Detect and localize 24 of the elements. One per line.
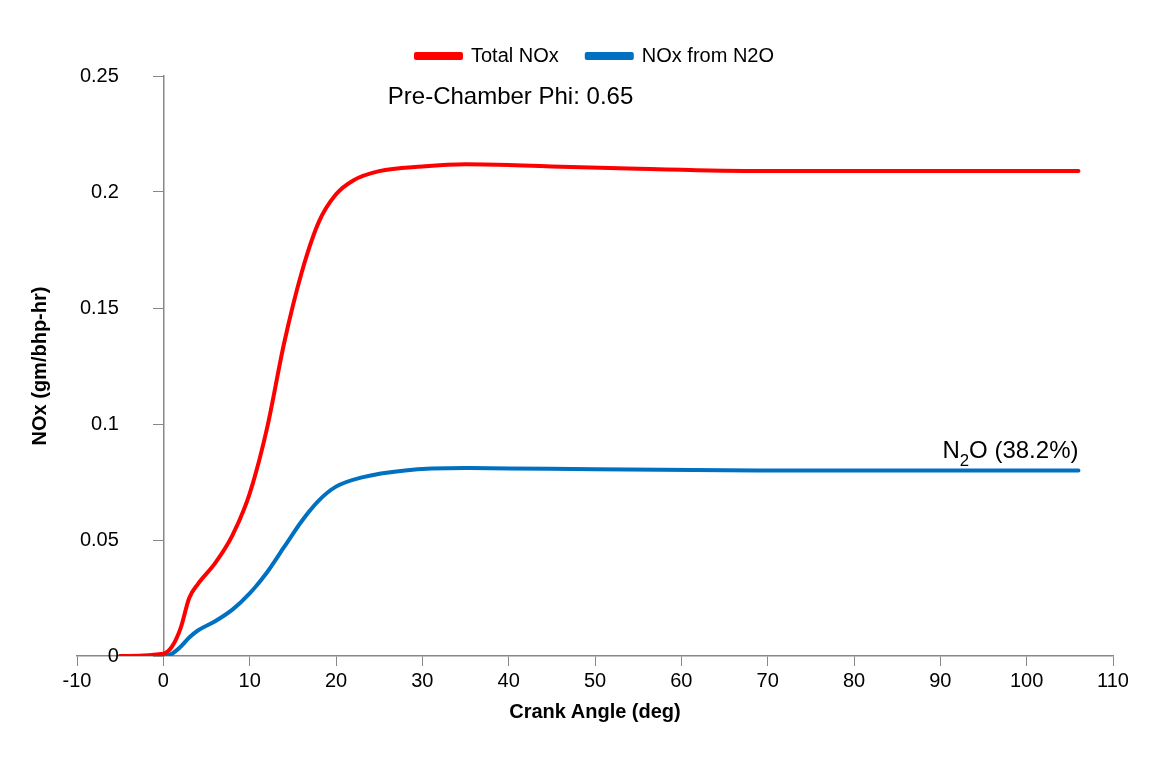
y-axis-title: NOx (gm/bhp-hr) <box>27 286 50 446</box>
annotation: Pre-Chamber Phi: 0.65 <box>387 82 634 109</box>
x-tick-label: 60 <box>670 668 693 691</box>
x-tick-label: -10 <box>62 668 92 691</box>
x-tick-label: 10 <box>238 668 261 691</box>
x-tick-label: 70 <box>756 668 779 691</box>
x-tick-label: 110 <box>1097 668 1129 691</box>
x-axis-title: Crank Angle (deg) <box>509 699 681 722</box>
y-tick-label: 0.15 <box>79 295 164 318</box>
y-tick-label: 0.25 <box>79 63 164 86</box>
x-tick-label: 100 <box>1009 668 1044 691</box>
legend-label: NOx from N2O <box>641 43 775 66</box>
line-series <box>118 162 1081 656</box>
y-tick-label: 0.2 <box>91 179 164 202</box>
x-tick-label: 30 <box>411 668 434 691</box>
x-tick-label: 90 <box>929 668 952 691</box>
y-tick-label: 0.05 <box>79 527 164 550</box>
x-tick-label: 50 <box>583 668 607 691</box>
legend-label: Total NOx <box>470 43 559 66</box>
y-tick-label: 0 <box>107 643 164 666</box>
x-tick-label: 80 <box>842 668 866 691</box>
x-tick-label: 40 <box>497 668 520 691</box>
x-tick-label: 20 <box>324 668 348 691</box>
y-tick-label: 0.1 <box>91 411 164 434</box>
